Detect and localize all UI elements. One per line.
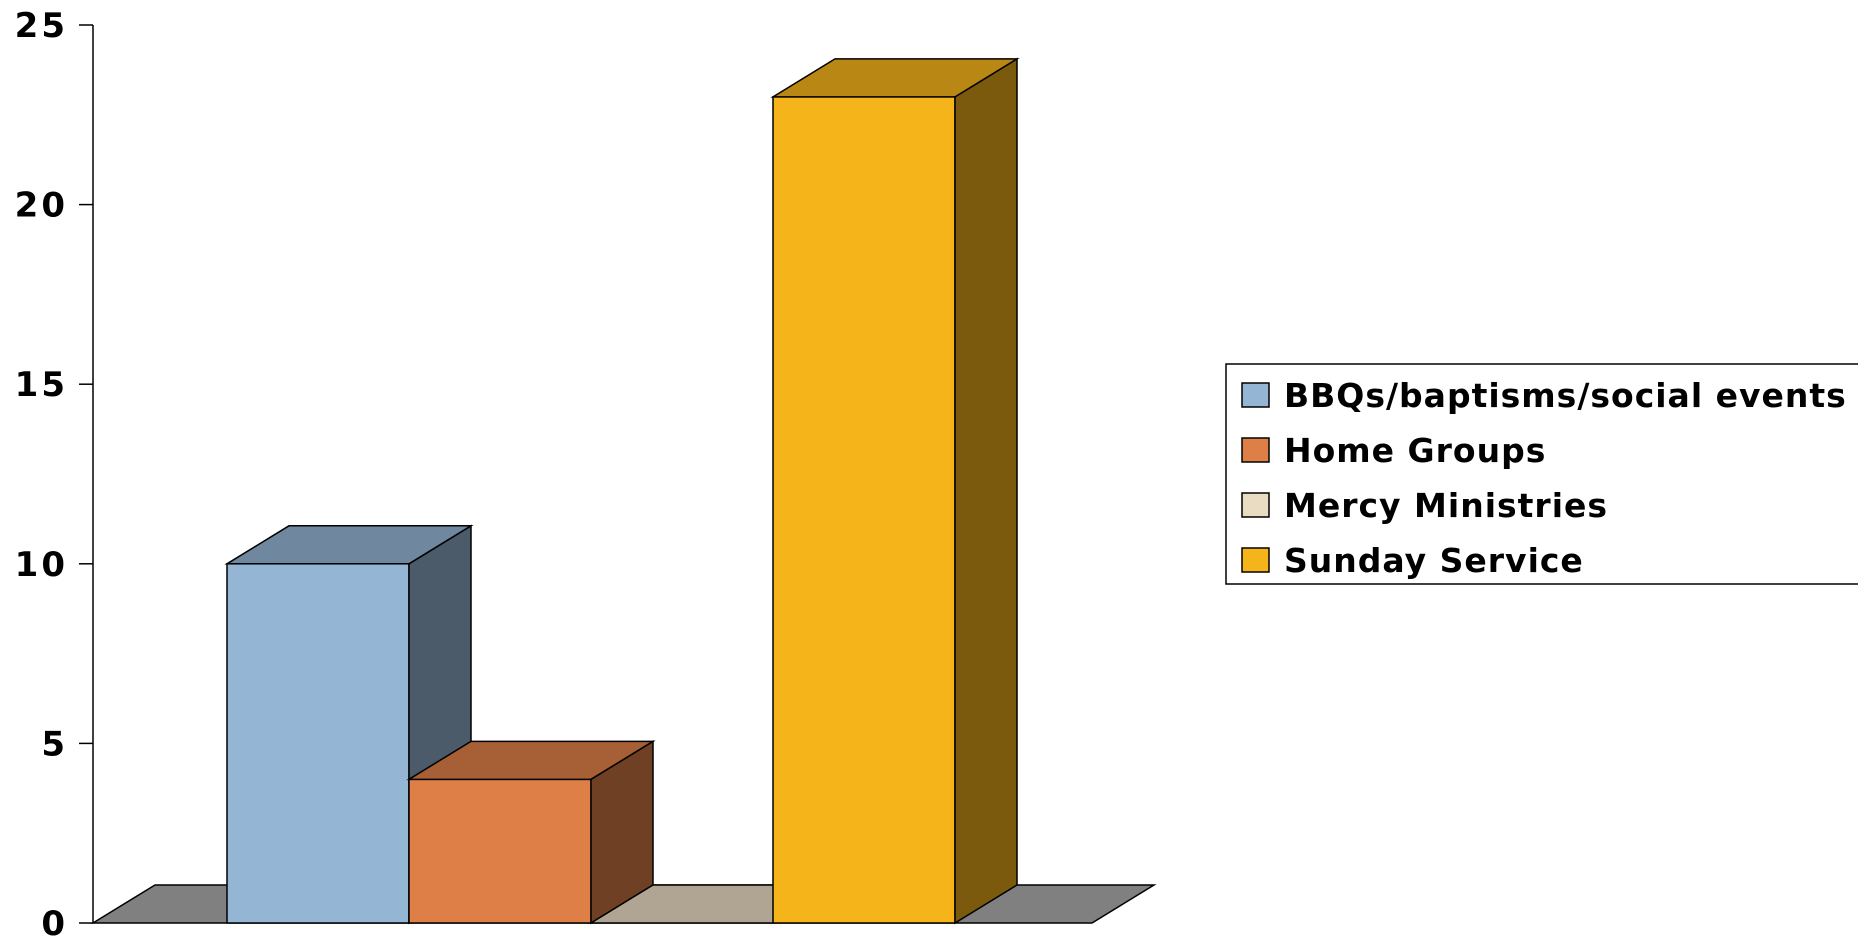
y-tick-label: 25 <box>15 6 68 46</box>
legend-item: BBQs/baptisms/social events <box>1241 376 1847 415</box>
bar-top-face <box>224 525 474 565</box>
bar-top-face <box>406 740 656 781</box>
legend-swatch <box>1241 492 1270 518</box>
bar-side-face <box>954 57 1018 925</box>
legend-box <box>1225 363 1858 585</box>
y-tick-label: 5 <box>41 724 68 764</box>
legend-label: Mercy Ministries <box>1284 486 1608 525</box>
bar-front-face <box>226 563 410 924</box>
bar-2 <box>406 739 656 925</box>
legend-item: Mercy Ministries <box>1241 486 1608 525</box>
y-tick-label: 15 <box>15 365 68 405</box>
legend-swatch <box>1241 437 1270 463</box>
legend-item: Home Groups <box>1241 431 1546 470</box>
bar-4 <box>770 57 1020 925</box>
bar-front-face <box>772 96 956 924</box>
y-tick-label: 0 <box>41 904 68 937</box>
y-tick-label: 20 <box>15 186 68 226</box>
y-axis: 0 5 10 15 20 25 <box>15 6 94 937</box>
legend-label: Home Groups <box>1284 431 1546 470</box>
bar-top-face <box>770 58 1020 98</box>
legend-label: Sunday Service <box>1284 541 1584 580</box>
bar-front-face <box>408 778 592 924</box>
y-tick-label: 10 <box>15 545 68 585</box>
bars-group <box>224 57 1020 925</box>
legend: BBQs/baptisms/social events Home Groups Me… <box>1225 363 1858 585</box>
legend-label: BBQs/baptisms/social events <box>1284 376 1847 415</box>
legend-swatch <box>1241 382 1270 408</box>
legend-item: Sunday Service <box>1241 541 1584 580</box>
legend-swatch <box>1241 547 1270 573</box>
